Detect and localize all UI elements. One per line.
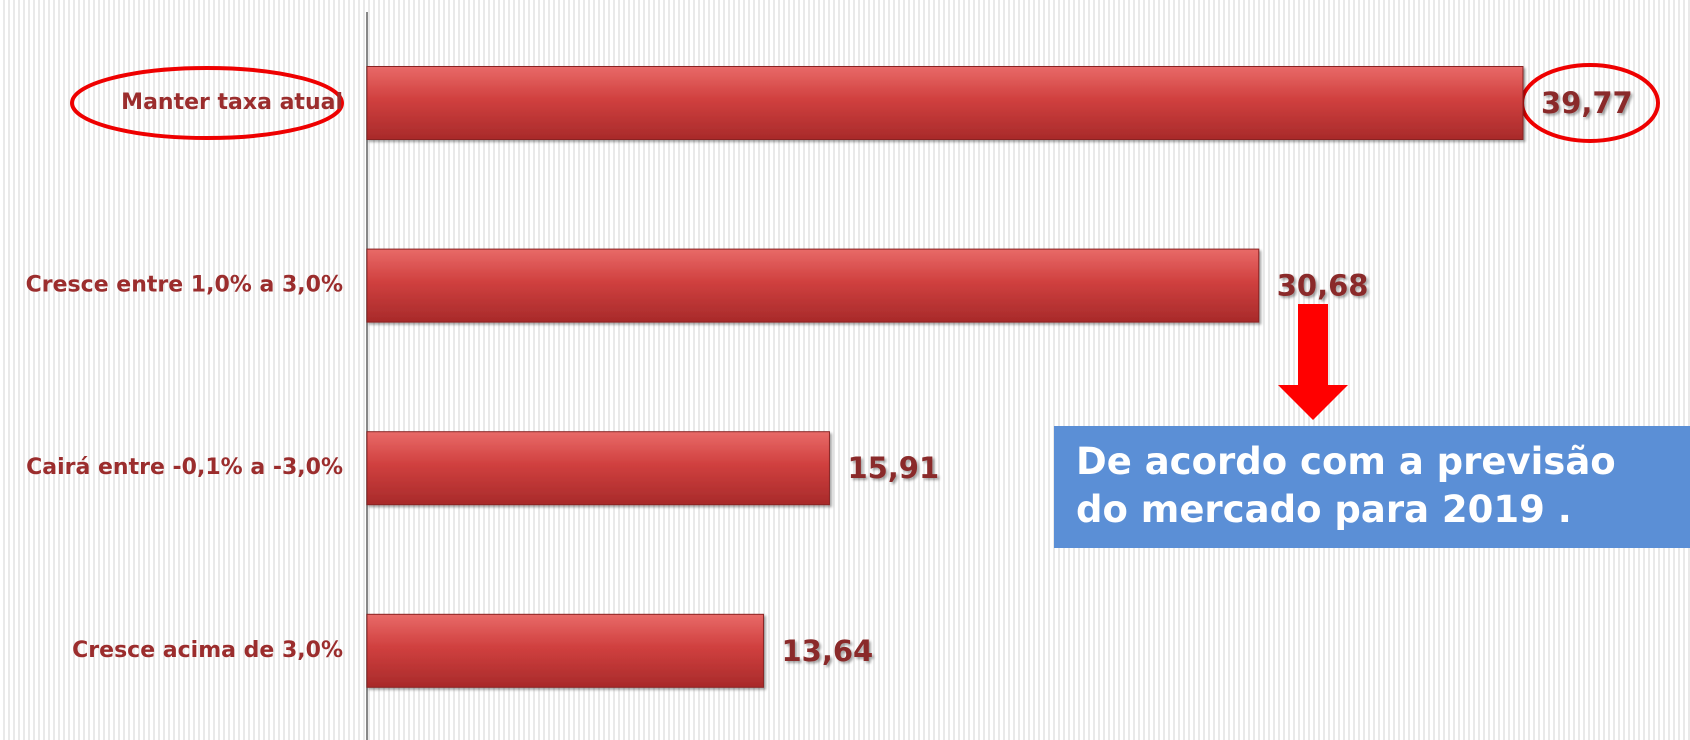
value-label: 39,77	[1541, 86, 1633, 120]
category-label: Manter taxa atual	[121, 90, 343, 115]
highlight-ellipse	[70, 66, 344, 140]
arrow-head	[1278, 385, 1348, 420]
arrow-shaft	[1298, 304, 1328, 386]
bar	[366, 431, 830, 506]
category-label: Cresce entre 1,0% a 3,0%	[26, 273, 343, 298]
category-label: Cresce acima de 3,0%	[72, 638, 343, 663]
annotation-box: De acordo com a previsão do mercado para…	[1054, 426, 1690, 548]
category-label: Cairá entre -0,1% a -3,0%	[26, 455, 343, 480]
value-label: 30,68	[1277, 269, 1369, 303]
bar	[366, 248, 1260, 323]
bar	[366, 66, 1524, 140]
value-label: 13,64	[781, 634, 873, 668]
arrow	[1278, 304, 1348, 420]
bar	[366, 613, 764, 688]
value-label: 15,91	[847, 451, 939, 485]
